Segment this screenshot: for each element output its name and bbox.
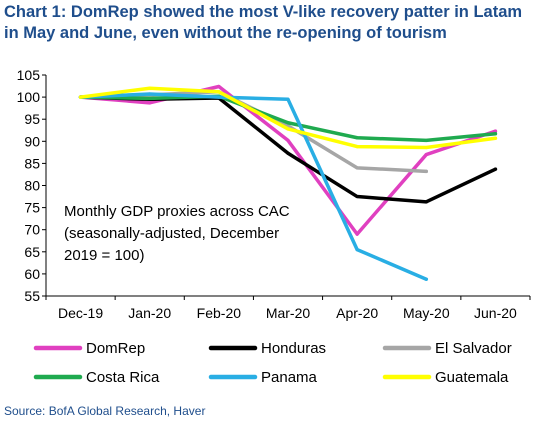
data-point-guatemala: [424, 145, 428, 150]
data-point-panama: [424, 277, 428, 281]
y-tick-label: 85: [24, 155, 40, 171]
legend-label-honduras: Honduras: [261, 340, 326, 357]
y-tick-label: 90: [24, 133, 40, 149]
legend-label-panama: Panama: [261, 369, 318, 386]
data-point-panama: [286, 97, 290, 101]
data-point-honduras: [424, 200, 428, 204]
chart-container: 55 60 65 70 75 80 85 90 95 100 105 Dec-19 Jan-20 Feb-…: [0, 50, 542, 400]
x-tick-label: Apr-20: [336, 305, 378, 321]
series-line-el-salvador: [78, 90, 429, 174]
line-chart: 55 60 65 70 75 80 85 90 95 100 105 Dec-19 Jan-20 Feb-…: [17, 67, 531, 386]
data-point-domrep: [355, 232, 359, 236]
data-point-costa-rica: [493, 132, 498, 136]
data-point-domrep: [286, 138, 290, 143]
x-tick-label: May-20: [403, 305, 450, 321]
x-tick-label: Mar-20: [266, 305, 311, 321]
data-point-guatemala: [217, 90, 221, 94]
y-tick-label: 100: [17, 89, 41, 105]
data-point-costa-rica: [286, 121, 290, 125]
legend-label-costa-rica: Costa Rica: [86, 369, 160, 386]
data-point-panama: [355, 247, 359, 252]
data-point-domrep: [217, 84, 221, 89]
data-point-el-salvador: [355, 166, 359, 170]
y-tick-label: 65: [24, 244, 40, 260]
y-tick-label: 60: [24, 266, 40, 282]
data-point-panama: [148, 92, 152, 96]
y-tick-label: 70: [24, 222, 40, 238]
chart-annotation: Monthly GDP proxies across CAC: [64, 203, 290, 220]
y-tick-label: 105: [17, 67, 41, 83]
chart-title: Chart 1: DomRep showed the most V-like r…: [4, 3, 523, 42]
y-tick-label: 75: [24, 200, 40, 216]
data-point-guatemala: [493, 136, 498, 140]
data-point-domrep: [493, 129, 498, 133]
data-point-honduras: [493, 167, 498, 171]
y-tick-label: 80: [24, 178, 40, 194]
data-point-panama: [217, 95, 221, 99]
data-point-domrep: [148, 101, 152, 105]
legend-label-el-salvador: El Salvador: [435, 340, 512, 357]
data-point-guatemala: [286, 127, 290, 131]
x-tick-label: Feb-20: [197, 305, 242, 321]
data-point-guatemala: [148, 86, 152, 90]
source-note: Source: BofA Global Research, Haver: [4, 404, 206, 418]
y-tick-label: 95: [24, 111, 40, 127]
data-point-costa-rica: [148, 96, 152, 101]
chart-annotation: (seasonally-adjusted, December: [64, 225, 279, 242]
data-point-honduras: [355, 194, 359, 199]
data-point-costa-rica: [424, 138, 428, 143]
legend-label-domrep: DomRep: [86, 340, 145, 357]
x-tick-label: Dec-19: [58, 305, 103, 321]
series-line-panama: [78, 92, 429, 281]
x-tick-label: Jan-20: [128, 305, 171, 321]
series-line-honduras: [78, 95, 498, 204]
legend-label-guatemala: Guatemala: [435, 369, 509, 386]
data-point-guatemala: [78, 95, 83, 99]
data-point-costa-rica: [355, 136, 359, 140]
data-point-honduras: [286, 151, 290, 155]
y-tick-label: 55: [24, 288, 40, 304]
data-point-el-salvador: [424, 169, 428, 173]
chart-annotation: 2019 = 100): [64, 247, 145, 264]
data-point-guatemala: [355, 145, 359, 149]
data-point-domrep: [424, 152, 428, 157]
x-tick-label: Jun-20: [474, 305, 517, 321]
